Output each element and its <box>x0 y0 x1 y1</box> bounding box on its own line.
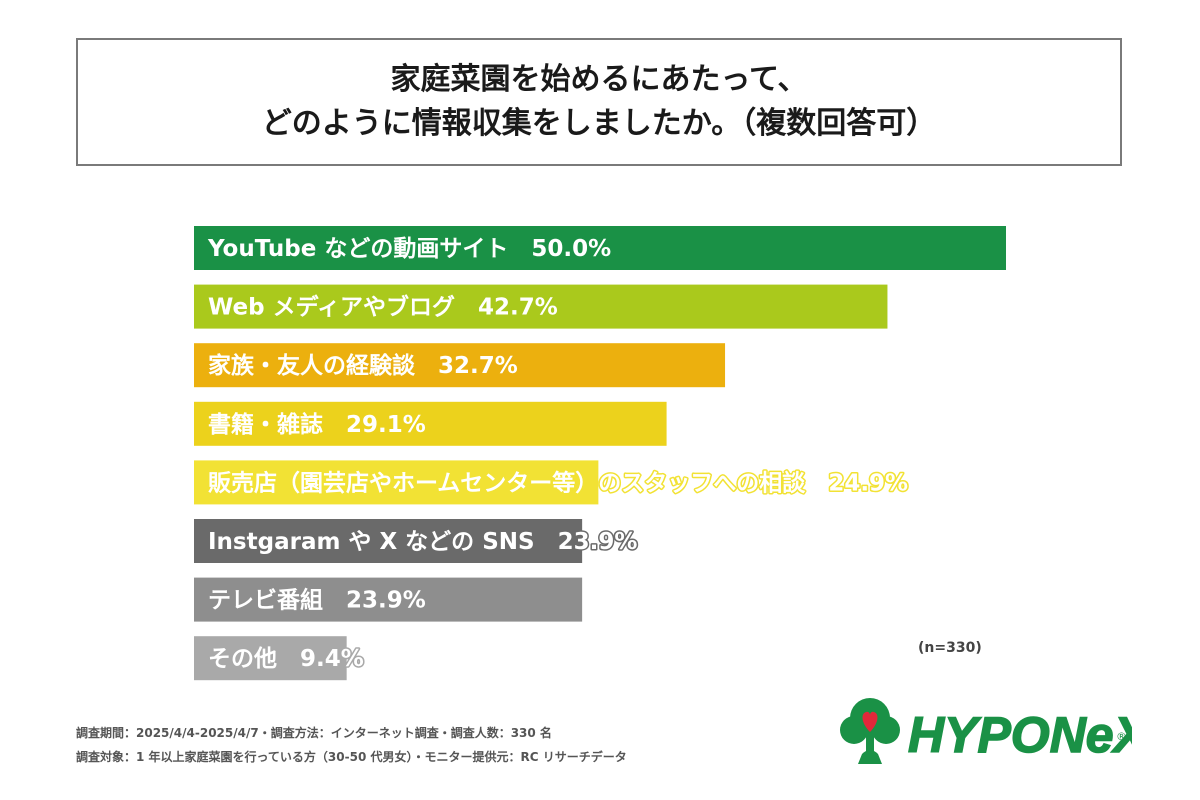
bar-5 <box>194 519 583 563</box>
bar-category-label-7: その他 <box>208 646 300 672</box>
bar-category-label-4: 販売店（園芸店やホームセンター等）のスタッフへの相談 <box>208 469 828 496</box>
bar-4 <box>194 460 599 505</box>
bar-value-label-0: 50.0% <box>531 236 611 262</box>
bar-label-3: 書籍・雑誌 29.1% <box>208 411 426 438</box>
bar-value-label-3: 29.1% <box>346 412 426 438</box>
logo-wordmark: HYPONeX <box>908 707 1132 763</box>
bar-label-5: Instgaram や X などの SNS 23.9% <box>208 529 637 555</box>
bar-label-6: テレビ番組 23.9% <box>208 587 426 614</box>
bar-3 <box>194 401 667 446</box>
survey-footnote-1: 調査期間：2025/4/4-2025/4/7・調査方法：インターネット調査・調査… <box>76 726 552 740</box>
bar-category-label-0: YouTube などの動画サイト <box>207 236 531 262</box>
bar-category-label-5: Instgaram や X などの SNS <box>208 529 558 555</box>
bar-6 <box>194 577 583 622</box>
bar-label-4: 販売店（園芸店やホームセンター等）のスタッフへの相談 24.9% <box>208 469 908 496</box>
bar-value-label-5: 23.9% <box>558 529 638 555</box>
bar-value-label-4: 24.9% <box>828 470 908 496</box>
bar-2 <box>194 343 726 388</box>
bar-label-1: Web メディアやブログ 42.7% <box>208 294 558 321</box>
bar-category-label-6: テレビ番組 <box>208 587 346 614</box>
bar-0 <box>194 226 1006 270</box>
bar-label-7: その他 9.4% <box>208 646 364 672</box>
chart-title-line1: 家庭菜園を始めるにあたって、 <box>390 62 808 97</box>
bar-value-label-2: 32.7% <box>438 353 518 379</box>
chart-title-line2: どのように情報収集をしましたか。（複数回答可） <box>261 106 937 141</box>
bar-value-label-1: 42.7% <box>478 295 558 321</box>
bar-category-label-3: 書籍・雑誌 <box>208 411 346 438</box>
chart-title-box: 家庭菜園を始めるにあたって、 どのように情報収集をしましたか。（複数回答可） <box>76 38 1122 166</box>
bar-category-label-2: 家族・友人の経験談 <box>208 352 438 379</box>
hyponex-logo: HYPONeX ® <box>840 698 1132 764</box>
sample-size-note: (n=330) <box>918 640 982 656</box>
bar-label-2: 家族・友人の経験談 32.7% <box>208 352 518 379</box>
bar-1 <box>194 284 888 329</box>
bar-value-label-6: 23.9% <box>346 588 426 614</box>
bar-chart: YouTube などの動画サイト 50.0% Web メディアやブログ 42.7%… <box>194 226 1006 681</box>
logo-tree-icon <box>840 698 900 764</box>
bar-value-label-7: 9.4% <box>300 646 364 672</box>
survey-footnote-2: 調査対象：1 年以上家庭菜園を行っている方（30-50 代男女）・モニター提供元… <box>76 750 627 764</box>
bar-7 <box>194 636 347 681</box>
bar-label-0: YouTube などの動画サイト 50.0% <box>207 236 611 262</box>
logo-registered-mark: ® <box>1116 730 1127 743</box>
bar-category-label-1: Web メディアやブログ <box>208 294 478 321</box>
